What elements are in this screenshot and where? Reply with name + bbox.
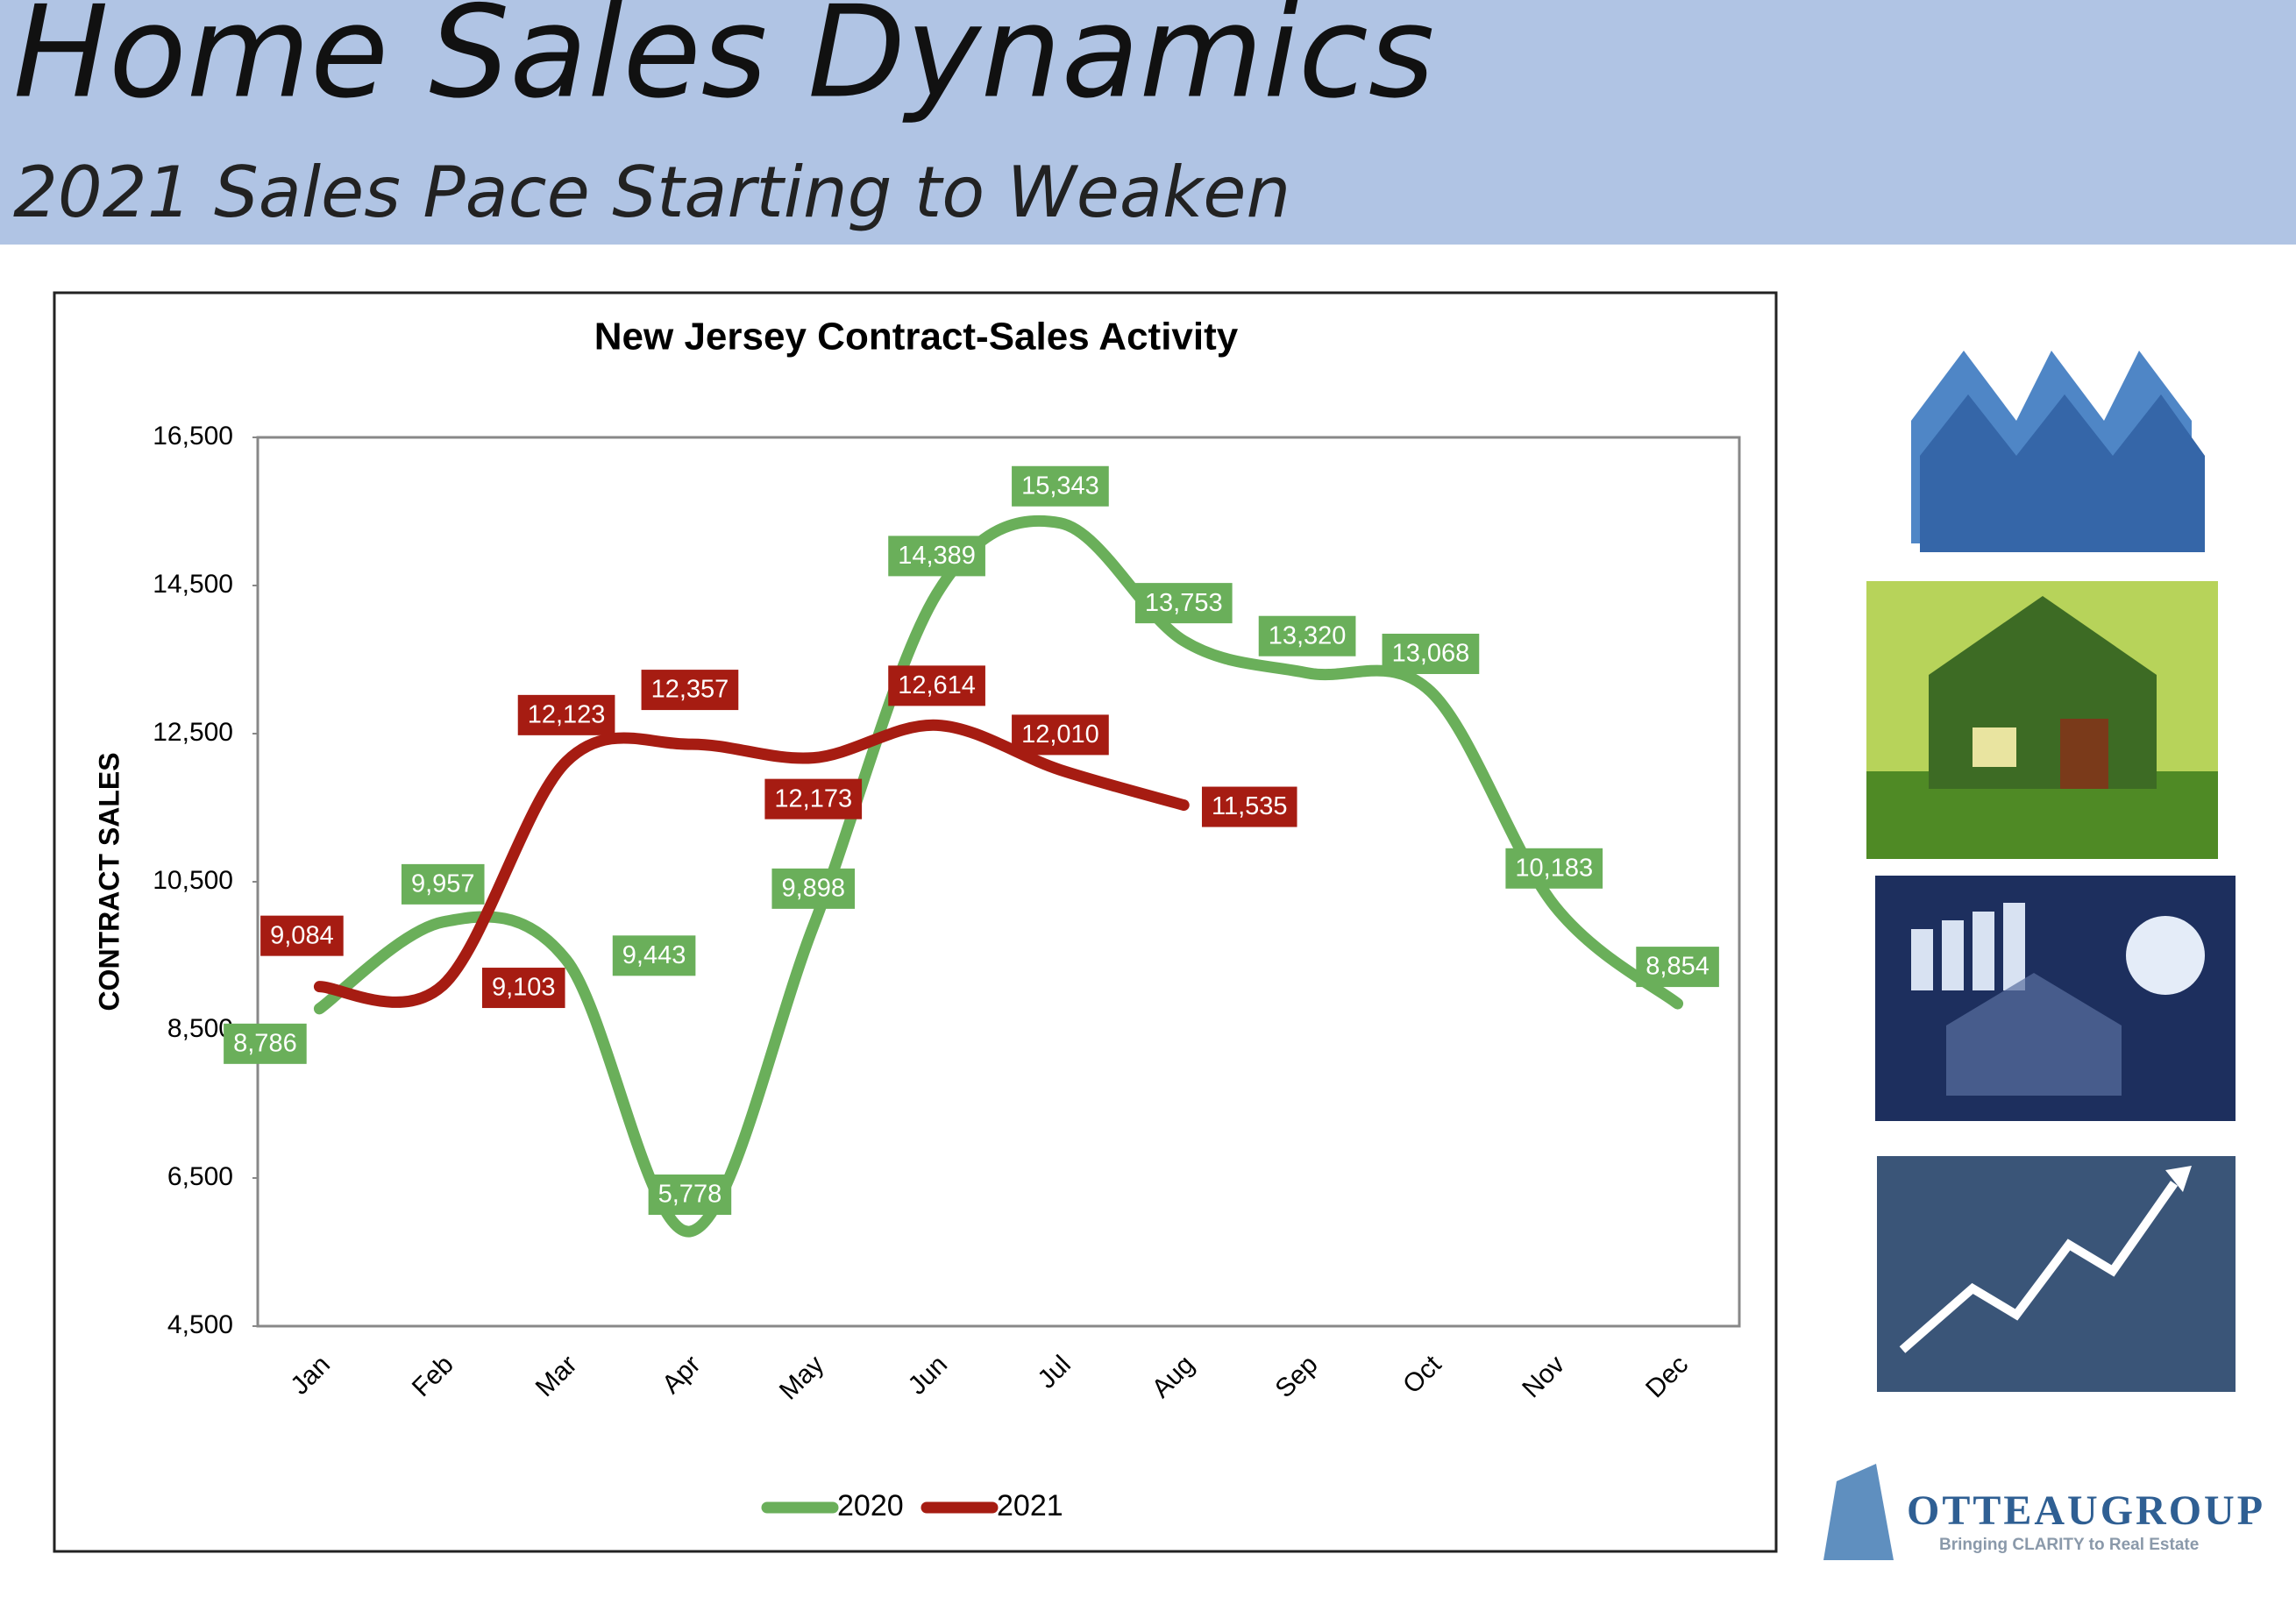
data-label-box [612, 935, 696, 976]
data-label: 9,957 [401, 863, 485, 905]
data-label-text: 13,068 [1392, 640, 1470, 668]
legend-label: 2021 [997, 1489, 1063, 1522]
data-label: 11,535 [1201, 786, 1297, 827]
data-label-text: 13,320 [1269, 621, 1347, 649]
data-label-text: 8,786 [233, 1029, 297, 1057]
data-label-box [888, 665, 985, 706]
data-label-text: 9,957 [411, 870, 475, 898]
data-label: 9,898 [771, 868, 856, 909]
data-label-text: 8,854 [1646, 953, 1710, 981]
data-label-text: 9,103 [492, 974, 556, 1002]
data-label: 8,786 [224, 1023, 307, 1064]
data-label: 14,389 [888, 536, 985, 577]
data-label: 5,778 [648, 1175, 732, 1216]
legend-label: 2020 [837, 1489, 904, 1522]
header-band [0, 0, 2296, 245]
data-label-text: 9,084 [270, 921, 334, 949]
data-label-box [1012, 465, 1109, 507]
y-axis-label: CONTRACT SALES [93, 752, 124, 1011]
logo: OTTEAUGROUP Bringing CLARITY to Real Est… [1823, 1464, 2265, 1560]
data-label-box [1382, 634, 1480, 675]
subtitle: 2021 Sales Pace Starting to Weaken [13, 152, 1290, 233]
data-label: 12,614 [888, 665, 985, 706]
data-label-text: 12,010 [1021, 720, 1099, 749]
data-label-box [224, 1023, 307, 1064]
growth-image [1877, 1156, 2236, 1392]
y-tick-label: 6,500 [167, 1162, 233, 1191]
data-label: 9,103 [481, 968, 565, 1009]
data-label-box [888, 536, 985, 577]
data-label-box [260, 915, 344, 956]
data-label-text: 14,389 [898, 542, 976, 570]
data-label-box [771, 868, 856, 909]
data-label-box [481, 968, 565, 1009]
y-tick-label: 10,500 [153, 866, 233, 895]
data-label: 10,183 [1505, 848, 1603, 889]
data-label-text: 12,357 [651, 676, 729, 704]
data-label-text: 15,343 [1021, 472, 1099, 500]
chart-house-image [1875, 876, 2236, 1121]
y-tick-label: 12,500 [153, 718, 233, 747]
data-label: 9,443 [612, 935, 696, 976]
data-label: 13,068 [1382, 634, 1480, 675]
data-label-text: 12,173 [774, 784, 852, 813]
data-label-box [1134, 583, 1233, 624]
data-label-box [764, 778, 863, 820]
data-label: 12,173 [764, 778, 863, 820]
data-label: 13,753 [1134, 583, 1233, 624]
grass-house-image [1866, 581, 2218, 859]
houses-image [1899, 337, 2211, 557]
data-label-box [1258, 615, 1356, 656]
data-label: 12,010 [1012, 714, 1109, 756]
data-label-box [517, 694, 615, 735]
data-label-text: 12,614 [898, 671, 976, 699]
logo-tagline: Bringing CLARITY to Real Estate [1939, 1536, 2199, 1554]
data-label-text: 11,535 [1212, 792, 1288, 820]
data-label-text: 10,183 [1515, 854, 1593, 882]
data-label-box [648, 1175, 732, 1216]
data-label-box [1636, 947, 1719, 988]
data-label-text: 12,123 [528, 701, 606, 729]
data-label-text: 13,753 [1145, 589, 1223, 617]
data-label: 15,343 [1012, 465, 1109, 507]
data-label-text: 9,443 [622, 941, 686, 969]
data-label-text: 9,898 [781, 875, 845, 903]
y-tick-label: 14,500 [153, 570, 233, 599]
data-label: 12,357 [641, 670, 739, 711]
data-label-box [1201, 786, 1297, 827]
y-tick-label: 8,500 [167, 1014, 233, 1043]
data-label-box [1012, 714, 1109, 756]
logo-name: OTTEAUGROUP [1907, 1487, 2265, 1534]
data-label: 12,123 [517, 694, 615, 735]
title: Home Sales Dynamics [13, 0, 1434, 127]
series-line [313, 719, 1190, 1008]
y-tick-label: 16,500 [153, 422, 233, 451]
data-label-box [641, 670, 739, 711]
data-label-text: 5,778 [658, 1181, 722, 1209]
y-tick-label: 4,500 [167, 1310, 233, 1339]
data-label-box [1505, 848, 1603, 889]
series-line [313, 515, 1684, 1238]
data-label-box [401, 863, 485, 905]
chart-title: New Jersey Contract-Sales Activity [594, 316, 1239, 358]
data-label: 9,084 [260, 915, 344, 956]
data-label: 13,320 [1258, 615, 1356, 656]
data-label: 8,854 [1636, 947, 1719, 988]
